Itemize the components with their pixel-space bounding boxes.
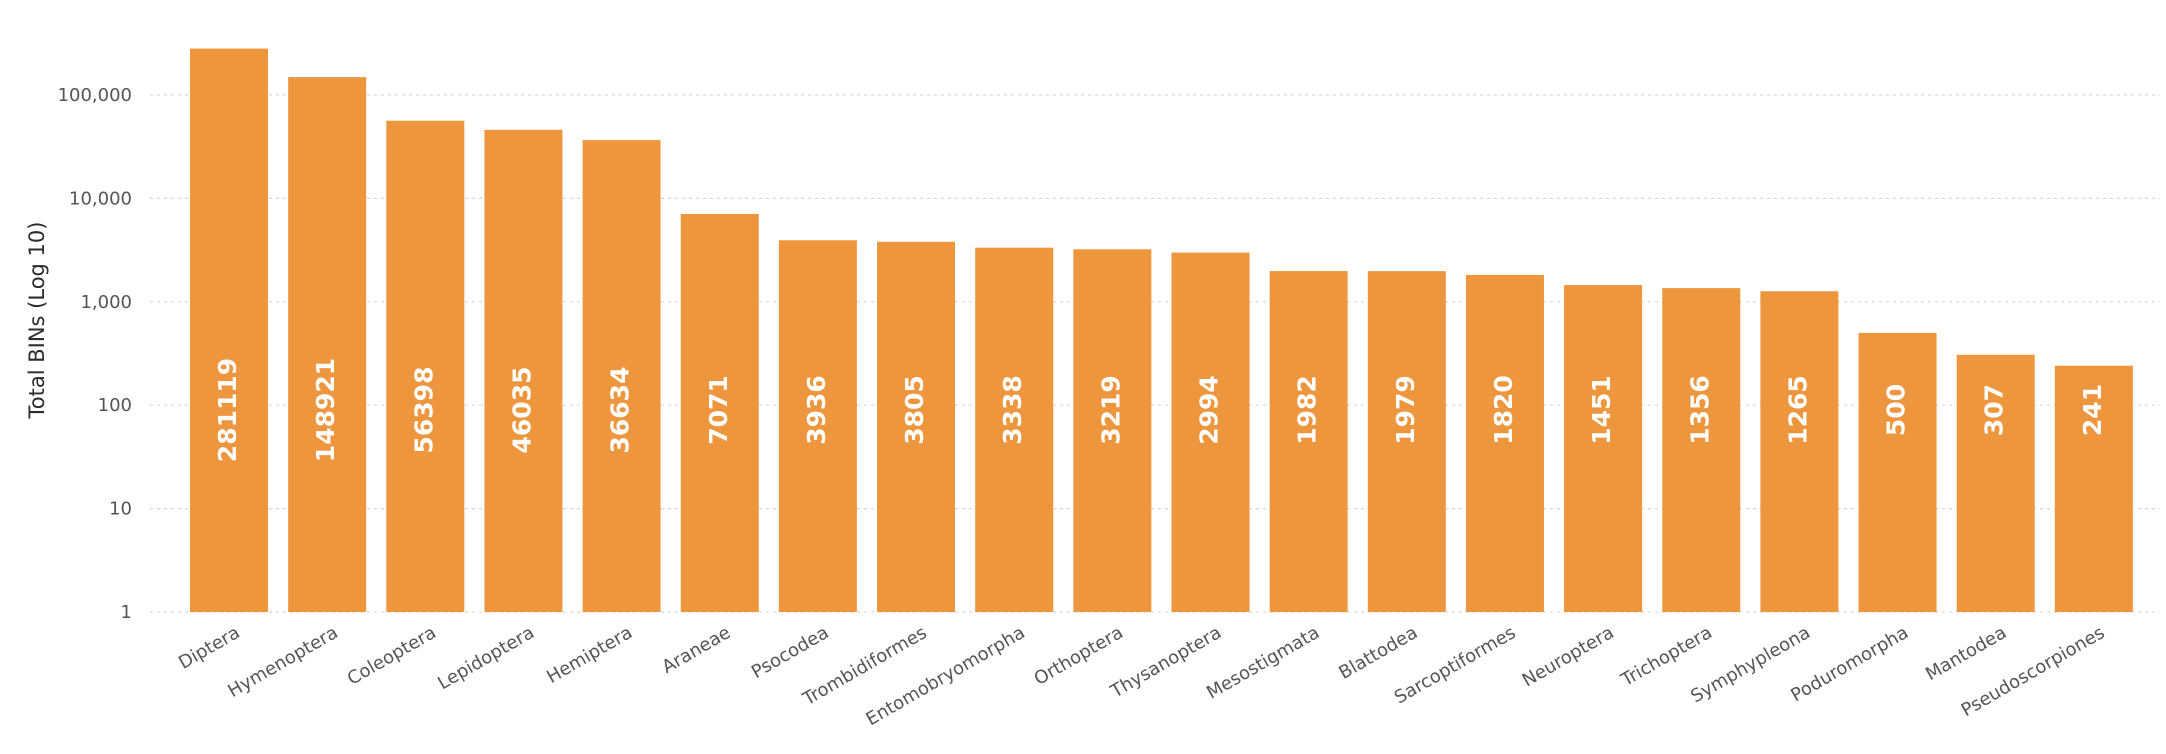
bar	[1760, 291, 1839, 612]
bar	[680, 213, 759, 612]
bar	[1564, 285, 1643, 612]
bar-value-label: 500	[1882, 384, 1911, 436]
bar	[1858, 332, 1937, 612]
y-tick-label: 10,000	[69, 188, 132, 209]
bar	[190, 48, 268, 612]
x-tick-label: Hemiptera	[543, 622, 636, 688]
bar	[1269, 271, 1348, 612]
bar-value-label: 3805	[900, 375, 929, 445]
bar-value-label: 1820	[1489, 375, 1518, 445]
x-tick-label: Neuroptera	[1519, 622, 1618, 691]
x-tick-label: Mantodea	[1922, 622, 2010, 685]
bar	[877, 241, 956, 612]
bars	[190, 48, 2133, 613]
y-tick-label: 10	[109, 499, 132, 520]
y-tick-label: 1	[121, 602, 132, 623]
bar-value-label: 281119	[213, 358, 242, 462]
bar-value-label: 3338	[998, 375, 1027, 445]
bar-value-label: 3936	[802, 375, 831, 445]
bar	[484, 129, 563, 613]
x-tick-label: Blattodea	[1335, 622, 1421, 684]
bar	[582, 140, 661, 612]
x-tick-label: Diptera	[175, 622, 243, 674]
bar	[2054, 365, 2133, 612]
bar	[1662, 288, 1741, 612]
bar	[778, 240, 857, 612]
bar-value-label: 1265	[1783, 375, 1812, 445]
x-tick-label: Psocodea	[748, 622, 832, 683]
bar-value-label: 7071	[704, 375, 733, 445]
y-tick-label: 100,000	[58, 85, 132, 106]
bar-value-label: 46035	[507, 367, 536, 454]
bar	[1465, 274, 1544, 612]
bar-value-label: 307	[1980, 384, 2009, 436]
y-tick-label: 100	[98, 395, 132, 416]
x-tick-label: Entomobryomorpha	[863, 622, 1029, 730]
x-tick-label: Hymenoptera	[224, 622, 341, 702]
bar	[1956, 354, 2035, 612]
x-tick-label: Coleoptera	[344, 622, 440, 690]
bar-value-label: 2994	[1195, 375, 1224, 445]
bar	[975, 247, 1054, 612]
bar	[1171, 252, 1250, 613]
bar	[288, 77, 367, 613]
bar-value-label: 1979	[1391, 375, 1420, 445]
x-tick-label: Orthoptera	[1031, 622, 1127, 690]
bar-value-label: 1451	[1587, 375, 1616, 445]
y-tick-label: 1,000	[80, 292, 132, 313]
x-tick-label: Lepidoptera	[434, 622, 538, 694]
bar-value-label: 241	[2078, 384, 2107, 436]
data-labels: 281119 148921 56398 46035 36634 7071 3936 3805 3…	[213, 358, 2107, 462]
bar-value-label: 36634	[606, 367, 635, 454]
bar	[1367, 271, 1446, 612]
y-axis-ticks: 1 10 100 1,000 10,000 100,000	[58, 85, 132, 623]
bar-value-label: 148921	[311, 358, 340, 462]
x-tick-label: Araneae	[659, 622, 735, 678]
bar	[386, 120, 465, 612]
bar-value-label: 56398	[409, 367, 438, 454]
bar	[1073, 249, 1152, 613]
bar-value-label: 3219	[1096, 375, 1125, 445]
bar-value-label: 1982	[1293, 375, 1322, 445]
y-axis-label: Total BINs (Log 10)	[25, 222, 49, 420]
bar-value-label: 1356	[1685, 375, 1714, 445]
